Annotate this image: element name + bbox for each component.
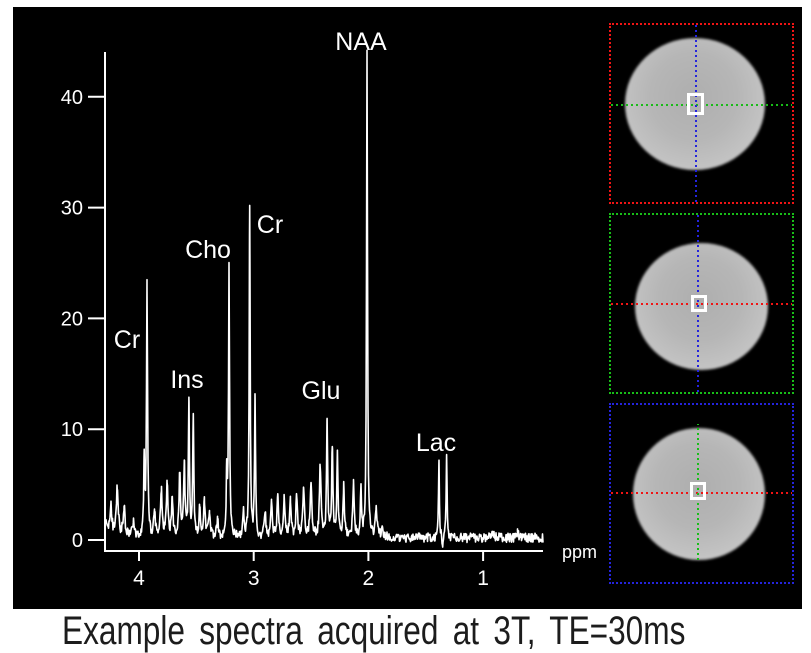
figure-caption: Example spectra acquired at 3T, TE=30ms [62, 609, 686, 653]
caption-row: Example spectra acquired at 3T, TE=30ms [0, 609, 811, 653]
peak-label: NAA [335, 28, 387, 56]
localizer-panel-1 [609, 23, 794, 204]
y-tick-label: 30 [61, 198, 83, 220]
horizontal-crosshair [611, 492, 792, 494]
peak-label: Cr [114, 326, 140, 354]
phantom-sphere [635, 243, 768, 370]
x-tick-label: 4 [133, 567, 145, 590]
image-area: 0 10 20 30 40 4 3 2 1 ppm Cr Ins Cho Cr NAA Glu Lac [13, 7, 802, 609]
y-tick-label: 20 [61, 308, 83, 330]
localizer-panel-3 [609, 403, 794, 584]
spectrum-chart: 0 10 20 30 40 4 3 2 1 ppm Cr Ins Cho Cr NAA Glu Lac [61, 28, 597, 590]
x-tick-label: 3 [248, 567, 260, 590]
peak-label: Glu [302, 377, 341, 405]
peak-label: Cr [257, 211, 283, 239]
vertical-crosshair [697, 424, 699, 560]
x-tick-label: 1 [477, 567, 489, 590]
x-axis-unit-label: ppm [562, 542, 597, 562]
y-tick-label: 0 [72, 530, 83, 552]
voxel-roi-box [690, 482, 706, 500]
x-tick-label: 2 [363, 567, 375, 590]
peak-label: Cho [185, 236, 231, 264]
vertical-crosshair [697, 215, 699, 392]
voxel-roi-box [687, 93, 704, 115]
peak-label: Ins [170, 366, 203, 394]
y-tick-label: 40 [61, 87, 83, 109]
horizontal-crosshair [611, 303, 792, 305]
voxel-roi-box [691, 295, 707, 312]
y-tick-label: 10 [61, 419, 83, 441]
localizer-panel-2 [609, 213, 794, 394]
phantom-sphere [633, 428, 765, 560]
spectrum-trace [104, 49, 544, 548]
peak-label: Lac [416, 429, 456, 457]
